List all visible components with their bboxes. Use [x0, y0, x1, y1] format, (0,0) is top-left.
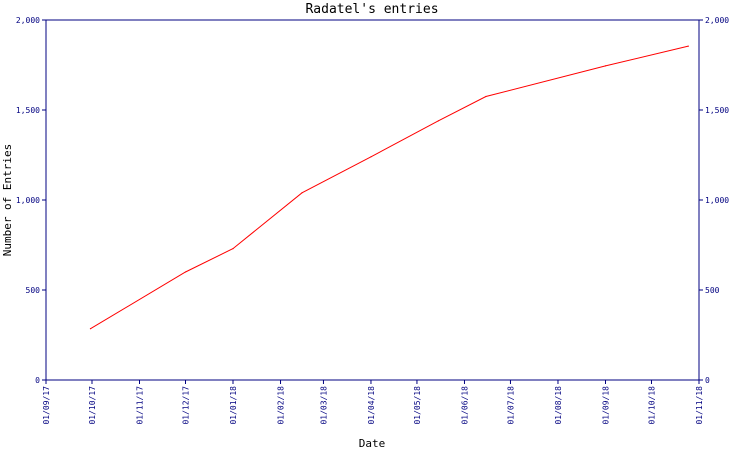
y-axis-right: 0 500 1,000 1,500 2,000 — [699, 16, 729, 385]
x-tick-label: 01/09/18 — [601, 386, 610, 425]
series-points — [89, 45, 689, 330]
y-tick-label-left: 500 — [26, 286, 41, 295]
series-line — [90, 45, 689, 330]
y-tick-label-left: 0 — [35, 376, 40, 385]
plot-frame — [45, 19, 700, 381]
series-point — [232, 248, 234, 250]
series-point — [370, 156, 372, 158]
x-tick-label: 01/11/18 — [695, 386, 704, 425]
series-point — [184, 271, 187, 273]
y-axis-left: 0 500 1,000 1,500 2,000 — [16, 16, 46, 385]
series-point — [687, 45, 689, 47]
x-tick-label: 01/12/17 — [181, 386, 190, 425]
x-tick-label: 01/05/18 — [413, 386, 422, 425]
x-tick-label: 01/11/17 — [136, 386, 145, 425]
x-tick-label: 01/03/18 — [319, 386, 328, 425]
y-tick-label-left: 1,500 — [16, 106, 40, 115]
chart-title: Radatel's entries — [305, 2, 438, 17]
y-tick-label-right: 0 — [705, 376, 710, 385]
y-tick-label-left: 2,000 — [16, 16, 40, 25]
series-point — [604, 65, 607, 67]
series-point — [89, 328, 92, 330]
series-point — [301, 192, 303, 194]
y-tick-label-right: 2,000 — [705, 16, 729, 25]
y-tick-label-right: 500 — [705, 286, 720, 295]
x-axis: 01/09/17 01/10/17 01/11/17 01/12/17 01/01/18… — [42, 380, 704, 425]
x-tick-label: 01/08/18 — [554, 386, 563, 425]
x-tick-label: 01/02/18 — [277, 386, 286, 425]
y-tick-label-right: 1,500 — [705, 106, 729, 115]
x-tick-label: 01/10/18 — [647, 386, 656, 425]
series-point — [437, 120, 440, 122]
x-tick-label: 01/01/18 — [229, 386, 238, 425]
x-axis-label: Date — [359, 437, 386, 450]
x-tick-label: 01/07/18 — [506, 386, 515, 425]
y-axis-label: Number of Entries — [1, 144, 14, 257]
x-tick-label: 01/10/17 — [88, 386, 97, 425]
y-tick-label-left: 1,000 — [16, 196, 40, 205]
y-tick-label-right: 1,000 — [705, 196, 729, 205]
series-point — [485, 95, 487, 98]
x-tick-label: 01/04/18 — [367, 386, 376, 425]
x-tick-label: 01/06/18 — [460, 386, 469, 425]
x-tick-label: 01/09/17 — [42, 386, 51, 425]
